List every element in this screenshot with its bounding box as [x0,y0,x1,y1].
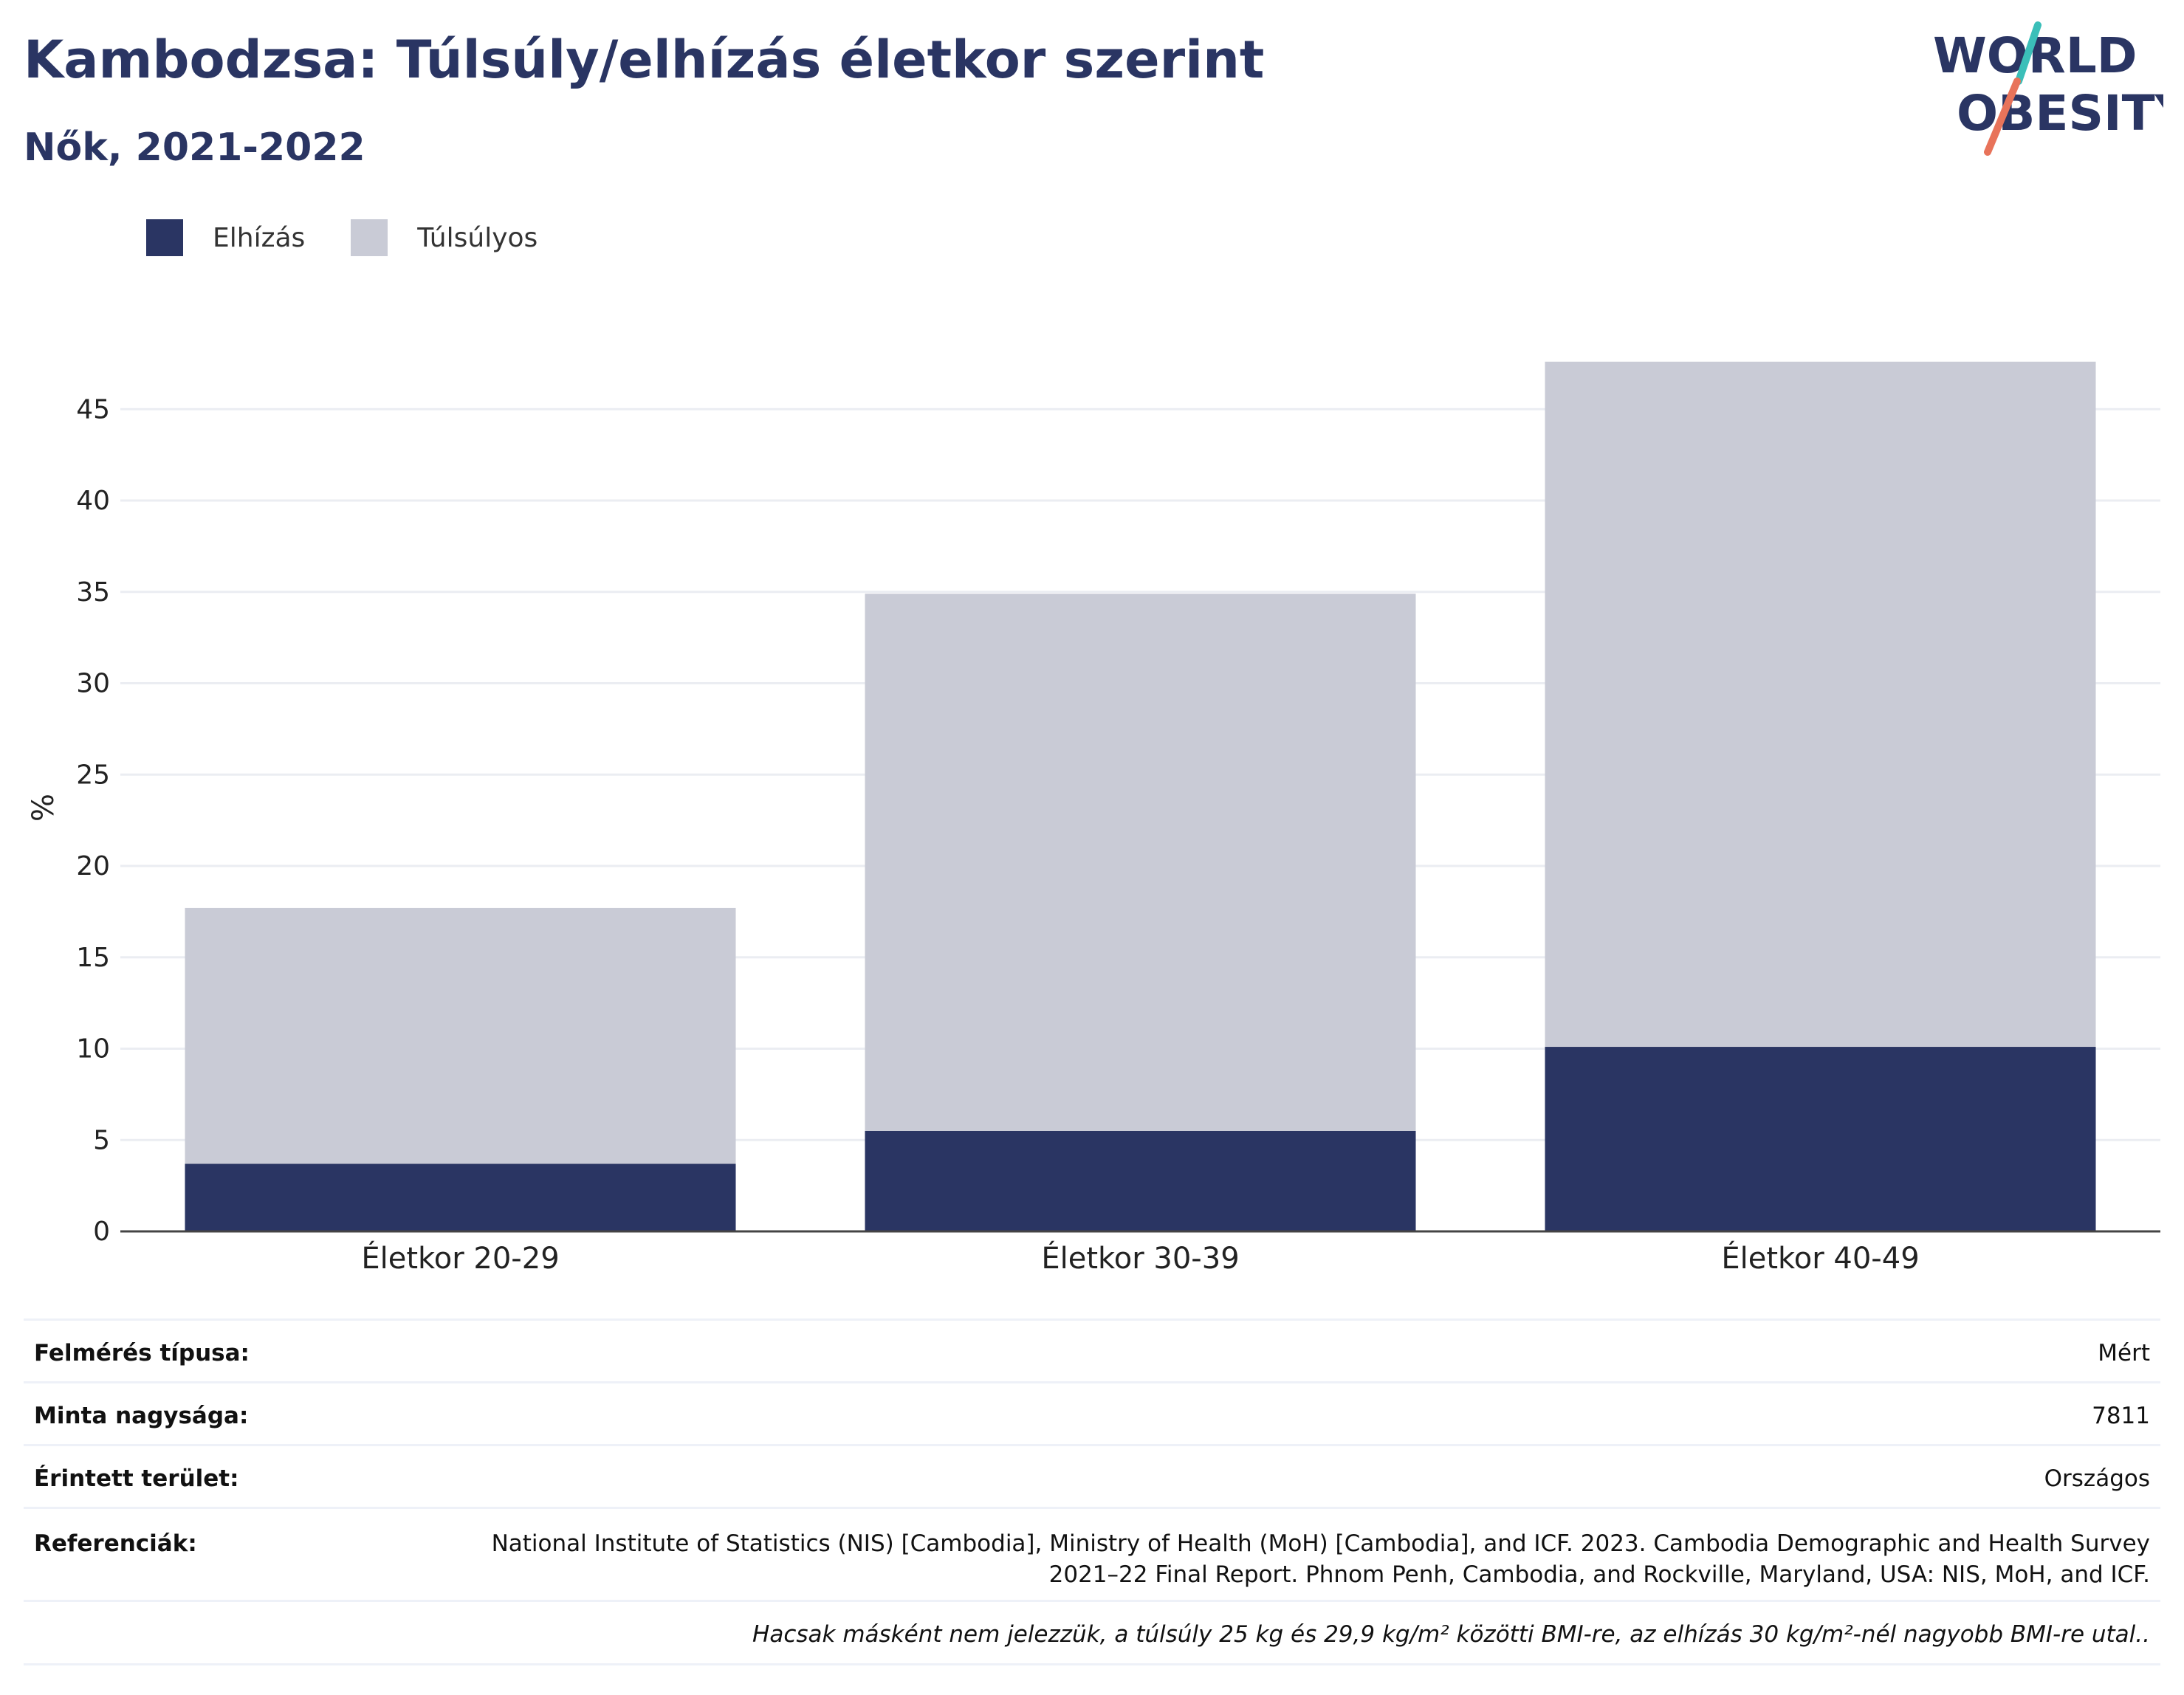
bar-elhizas [865,1130,1416,1231]
y-tick-label: 35 [76,577,110,608]
y-tick-label: 15 [76,943,110,973]
info-row-note: Hacsak másként nem jelezzük, a túlsúly 2… [24,1600,2160,1665]
x-tick-label: Életkor 40-49 [1721,1240,1919,1276]
y-tick-label: 30 [76,669,110,699]
info-row-coverage: Érintett terület: Országos [24,1444,2160,1508]
legend-swatch-elhizas [146,219,183,256]
x-tick-label: Életkor 20-29 [361,1240,559,1276]
bar-chart: 0 5 10 15 20 25 30 35 40 45 Életkor 20-29 Életkor 3… [27,361,2160,1276]
y-tick-label: 20 [76,851,110,881]
survey-info-table: Felmérés típusa: Mért Minta nagysága: 78… [24,1318,2160,1665]
bar-tulsulyos [185,907,736,1164]
info-key-references: Referenciák: [24,1507,458,1601]
info-row-references: Referenciák: National Institute of Stati… [24,1507,2160,1601]
chart-title: Kambodzsa: Túlsúly/elhízás életkor szeri… [24,30,1265,90]
definition-note: Hacsak másként nem jelezzük, a túlsúly 2… [24,1600,2160,1665]
info-row-survey-type: Felmérés típusa: Mért [24,1318,2160,1383]
info-value-references: National Institute of Statistics (NIS) [… [458,1507,2160,1601]
bar-elhizas [1545,1047,2096,1231]
logo-text-obesity: OBESITY [1957,85,2163,142]
bar-elhizas [185,1163,736,1231]
x-tick-label: Életkor 30-39 [1041,1240,1239,1276]
logo-slash-teal [2015,21,2042,85]
y-axis-label: % [27,794,61,822]
logo-slash-coral [1984,78,2021,156]
world-obesity-logo: WORLD OBESITY [1933,21,2163,156]
legend-label-tulsulyos: Túlsúlyos [417,222,538,253]
legend-item-tulsulyos[interactable]: Túlsúlyos [351,219,538,256]
chart-legend: Elhízás Túlsúlyos [146,219,583,257]
y-tick-label: 10 [76,1034,110,1065]
info-key-survey-type: Felmérés típusa: [24,1318,458,1383]
info-value-coverage: Országos [458,1444,2160,1508]
info-key-sample-size: Minta nagysága: [24,1381,458,1445]
y-tick-label: 25 [76,760,110,790]
chart-subtitle: Nők, 2021-2022 [24,126,365,170]
info-value-sample-size: 7811 [458,1381,2160,1445]
info-value-survey-type: Mért [458,1318,2160,1383]
info-row-sample-size: Minta nagysága: 7811 [24,1381,2160,1445]
y-tick-label: 45 [76,394,110,424]
y-tick-label: 5 [93,1125,110,1155]
bar-tulsulyos [1545,361,2096,1048]
bar-tulsulyos [865,594,1416,1131]
y-tick-label: 0 [93,1217,110,1247]
legend-item-elhizas[interactable]: Elhízás [146,219,305,256]
legend-swatch-tulsulyos [351,219,388,256]
info-key-coverage: Érintett terület: [24,1444,458,1508]
y-tick-label: 40 [76,486,110,516]
legend-label-elhizas: Elhízás [213,222,306,253]
